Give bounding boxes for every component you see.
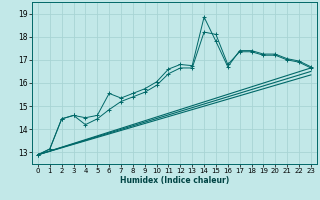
X-axis label: Humidex (Indice chaleur): Humidex (Indice chaleur) <box>120 176 229 185</box>
